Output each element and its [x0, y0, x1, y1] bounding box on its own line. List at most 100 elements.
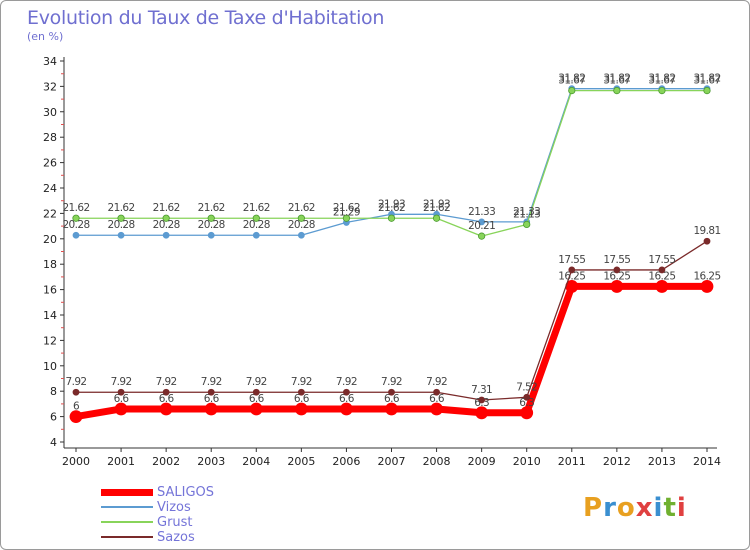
data-label: 6.6: [384, 393, 400, 405]
data-label: 7.92: [246, 376, 267, 388]
data-point: [658, 86, 666, 95]
data-point: [207, 214, 215, 222]
y-tick-label: 20: [43, 233, 57, 246]
x-tick-label: 2005: [287, 455, 315, 468]
data-label: 21.62: [288, 202, 315, 214]
data-label: 19.81: [693, 225, 720, 237]
data-label: 6.6: [249, 393, 265, 405]
data-point: [520, 406, 534, 420]
x-tick-label: 2013: [648, 455, 676, 468]
data-label: 21.62: [333, 202, 360, 214]
data-label: 6.6: [339, 393, 355, 405]
data-point: [385, 402, 398, 416]
data-point: [388, 388, 395, 396]
data-point: [162, 388, 170, 396]
data-label: 31.67: [603, 75, 630, 87]
data-label: 20.28: [62, 219, 89, 231]
data-label: 16.25: [693, 270, 720, 282]
data-label: 17.55: [558, 254, 585, 266]
data-point: [294, 402, 308, 416]
data-point: [342, 214, 351, 222]
data-point: [655, 280, 669, 293]
logo-letter: i: [653, 493, 664, 523]
legend-label: Vizos: [157, 500, 191, 515]
x-tick-label: 2003: [197, 455, 225, 468]
data-point: [72, 388, 80, 396]
logo-letter: o: [616, 493, 636, 523]
data-label: 21.62: [243, 202, 270, 214]
x-tick-label: 2011: [558, 455, 586, 468]
y-tick-label: 30: [43, 106, 57, 119]
data-label: 7.92: [156, 376, 177, 388]
data-label: 31.82: [558, 73, 585, 85]
data-point: [610, 280, 624, 293]
data-label: 21.62: [378, 202, 405, 214]
legend-swatch: [101, 488, 153, 496]
data-label: 20.28: [288, 219, 315, 231]
y-tick-label: 4: [50, 436, 57, 449]
data-point: [430, 402, 443, 416]
data-point: [117, 214, 125, 222]
y-tick-label: 12: [43, 334, 57, 347]
data-point: [297, 214, 305, 222]
data-label: 6.6: [114, 393, 130, 405]
data-point: [475, 406, 489, 420]
data-point: [72, 231, 80, 239]
x-tick-label: 2010: [513, 455, 541, 468]
data-point: [613, 86, 621, 95]
data-label: 7.92: [426, 376, 447, 388]
legend-swatch: [101, 506, 153, 508]
data-point: [249, 402, 263, 416]
y-tick-label: 16: [43, 284, 57, 297]
data-label: 21.62: [108, 202, 135, 214]
chart-title: Evolution du Taux de Taxe d'Habitation: [27, 7, 385, 29]
data-label: 6.6: [159, 393, 175, 405]
y-tick-label: 28: [43, 131, 57, 144]
data-point: [252, 214, 260, 222]
data-label: 21.33: [513, 206, 540, 218]
data-label: 20.28: [198, 219, 225, 231]
data-point: [162, 214, 170, 222]
data-point: [297, 388, 305, 396]
data-label: 6.3: [474, 397, 489, 409]
data-label: 20.28: [153, 219, 180, 231]
data-label: 7.92: [66, 376, 87, 388]
data-label: 21.93: [378, 198, 405, 210]
data-label: 21.62: [198, 202, 225, 214]
data-point: [523, 220, 531, 229]
x-tick-label: 2001: [107, 455, 135, 468]
data-point: [204, 402, 218, 416]
data-label: 17.55: [603, 254, 630, 266]
data-label: 6: [73, 401, 80, 413]
data-label: 6.6: [429, 393, 445, 405]
data-label: 17.55: [648, 254, 675, 266]
data-label: 21.62: [423, 202, 450, 214]
x-tick-label: 2008: [423, 455, 451, 468]
data-label: 6.3: [519, 397, 534, 409]
data-point: [478, 232, 486, 240]
data-label: 7.31: [471, 384, 492, 396]
data-label: 21.93: [423, 198, 450, 210]
logo-letter: t: [663, 493, 677, 523]
data-point: [343, 388, 350, 396]
data-label: 20.21: [468, 220, 495, 232]
logo-letter: i: [676, 493, 687, 523]
data-point: [117, 231, 125, 239]
data-point: [159, 402, 173, 416]
y-tick-label: 24: [43, 182, 57, 195]
data-label: 31.67: [693, 75, 720, 87]
data-point: [114, 402, 128, 416]
data-point: [658, 266, 666, 274]
data-label: 31.82: [648, 73, 675, 85]
legend-label: SALIGOS: [157, 485, 215, 500]
data-point: [703, 86, 711, 95]
y-tick-label: 8: [50, 385, 57, 398]
x-tick-label: 2012: [603, 455, 631, 468]
data-label: 31.67: [558, 75, 585, 87]
x-tick-label: 2002: [152, 455, 180, 468]
legend-swatch: [101, 521, 153, 523]
x-tick-label: 2006: [332, 455, 360, 468]
data-label: 16.25: [603, 270, 630, 282]
data-point: [700, 280, 714, 293]
